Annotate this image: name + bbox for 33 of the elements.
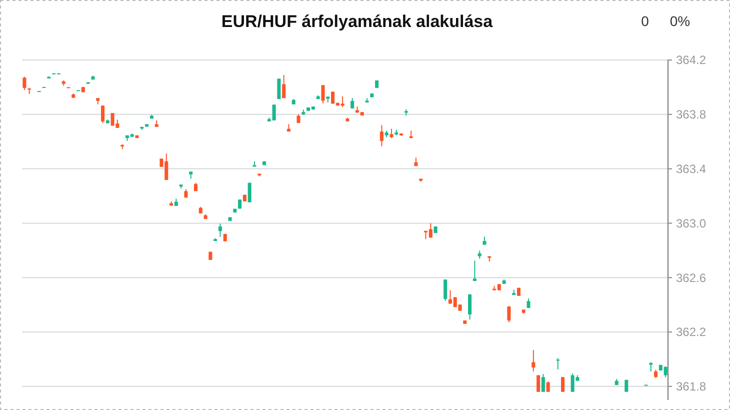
- y-tick-label: 364.2: [676, 53, 706, 68]
- candlestick: [100, 105, 105, 124]
- y-tick-label: 363.0: [676, 216, 706, 230]
- y-tick-label: 362.6: [676, 270, 706, 285]
- y-tick-label: 363.4: [676, 162, 706, 176]
- candlestick: [22, 76, 26, 90]
- candlestick: [472, 260, 476, 282]
- candlestick: [507, 306, 511, 323]
- candlestick: [546, 381, 550, 392]
- y-tick-label: 362.2: [676, 325, 706, 340]
- y-tick-label: 361.8: [676, 380, 706, 394]
- candlestick: [248, 182, 252, 203]
- candlestick: [380, 124, 384, 147]
- text: 0: [641, 13, 650, 29]
- candlestick: [649, 362, 653, 372]
- text: 0%: [670, 13, 690, 29]
- candlestick: [390, 128, 394, 139]
- candlestick: [238, 199, 242, 210]
- candlestick: [532, 350, 536, 372]
- y-tick-label: 363.8: [676, 108, 706, 122]
- candlestick: [282, 74, 286, 99]
- candlestick: [350, 98, 354, 109]
- candlestick: [536, 374, 540, 392]
- candlestick: [541, 374, 545, 392]
- candlestick: [444, 279, 448, 302]
- candlestick: [218, 223, 222, 238]
- candlestick: [277, 78, 281, 100]
- chart-title: EUR/HUF árfolyamának alakulása: [221, 12, 494, 31]
- candlestick: [468, 294, 472, 320]
- candlestick: [561, 376, 565, 392]
- candlestick: [556, 358, 560, 370]
- candlestick: [321, 84, 325, 104]
- candlestick: [526, 298, 530, 308]
